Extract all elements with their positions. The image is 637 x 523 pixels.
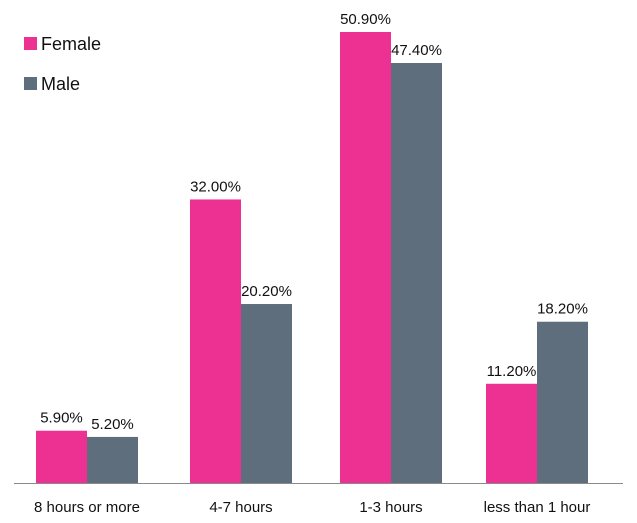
value-label-female-1-3-hours: 50.90% <box>340 11 391 28</box>
value-labels: 5.90% 5.20% 32.00% 20.20% 50.90%47.40% 11.20%… <box>40 11 588 433</box>
bar-female-8-hours-or-more <box>36 430 87 483</box>
legend-label-male: Male <box>41 74 80 94</box>
bar-male-8-hours-or-more <box>87 436 138 483</box>
value-label-male-1-3-hours: 47.40% <box>391 42 442 59</box>
x-tick-label-4-7-hours: 4-7 hours <box>209 499 272 516</box>
bar-female-4-7-hours <box>190 199 241 483</box>
value-label-female-less-than-1-hour: 11.20% <box>487 363 537 380</box>
x-tick-label-less-than-1-hour: less than 1 hour <box>484 499 591 516</box>
bar-female-1-3-hours <box>340 32 391 483</box>
x-tick-label-8-hours-or-more: 8 hours or more <box>34 499 140 516</box>
legend-label-female: Female <box>41 34 101 54</box>
bar-male-less-than-1-hour <box>537 321 588 483</box>
value-label-male-4-7-hours: 20.20% <box>241 283 292 300</box>
value-label-female-4-7-hours: 32.00% <box>190 178 241 195</box>
value-label-female-8-hours-or-more: 5.90% <box>40 410 83 427</box>
x-tick-label-1-3-hours: 1-3 hours <box>359 499 422 516</box>
x-tick-labels: 8 hours or more 4-7 hours 1-3 hours less th… <box>34 499 590 516</box>
legend-swatch-male <box>24 77 37 90</box>
bar-male-1-3-hours <box>391 63 442 484</box>
bar-male-4-7-hours <box>241 304 292 483</box>
legend: Female Male <box>24 34 101 94</box>
bar-female-less-than-1-hour <box>486 383 537 483</box>
bars <box>36 32 588 484</box>
value-label-male-8-hours-or-more: 5.20% <box>91 416 134 433</box>
value-label-male-less-than-1-hour: 18.20% <box>537 301 588 318</box>
legend-swatch-female <box>24 37 37 50</box>
